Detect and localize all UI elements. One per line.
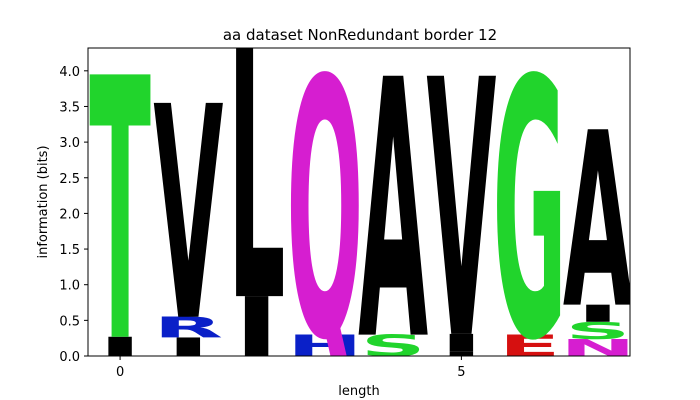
logo-letter-s: S (361, 329, 426, 363)
y-tick-label: 0.5 (59, 314, 80, 329)
y-axis: 0.0 0.5 1.0 1.5 2.0 2.5 3.0 3.5 4.0 (59, 65, 88, 365)
y-tick-label: 4.0 (59, 65, 80, 80)
logo-filler-block (449, 333, 474, 352)
logo-filler-block (449, 351, 474, 356)
logo-filler-block (108, 336, 132, 356)
y-tick-label: 3.0 (59, 136, 80, 151)
y-tick-label: 2.5 (59, 172, 80, 187)
y-tick-label: 0.0 (59, 350, 80, 365)
y-tick-label: 3.5 (59, 100, 80, 115)
logo-filler-block (244, 296, 269, 356)
logo-letter-a: A (563, 81, 633, 362)
logo-letter-h: H (287, 329, 363, 363)
logo-letter-a: A (358, 7, 429, 400)
y-tick-label: 1.5 (59, 243, 80, 258)
logo-letter-e: E (499, 329, 561, 363)
x-axis-label: length (338, 384, 379, 399)
chart-title: aa dataset NonRedundant border 12 (223, 26, 497, 44)
x-tick-label: 0 (116, 365, 124, 380)
logo-letter-t: T (89, 2, 151, 400)
logo-letter-v: V (153, 45, 223, 387)
plot-frame (87, 47, 631, 357)
y-tick-label: 2.0 (59, 207, 80, 222)
logo-letter-l: L (228, 0, 286, 377)
y-tick-label: 1.0 (59, 279, 80, 294)
logo-letter-r: R (154, 311, 224, 344)
logo-filler-block (176, 337, 201, 356)
logo-letter-q: Q (286, 7, 363, 400)
logo-letter-n: N (560, 334, 636, 361)
logo-letter-g: G (493, 7, 567, 400)
y-axis-label: information (bits) (36, 145, 51, 258)
x-tick-label: 5 (457, 365, 465, 380)
logo-filler-block (586, 304, 610, 322)
logo-letter-v: V (426, 5, 497, 400)
